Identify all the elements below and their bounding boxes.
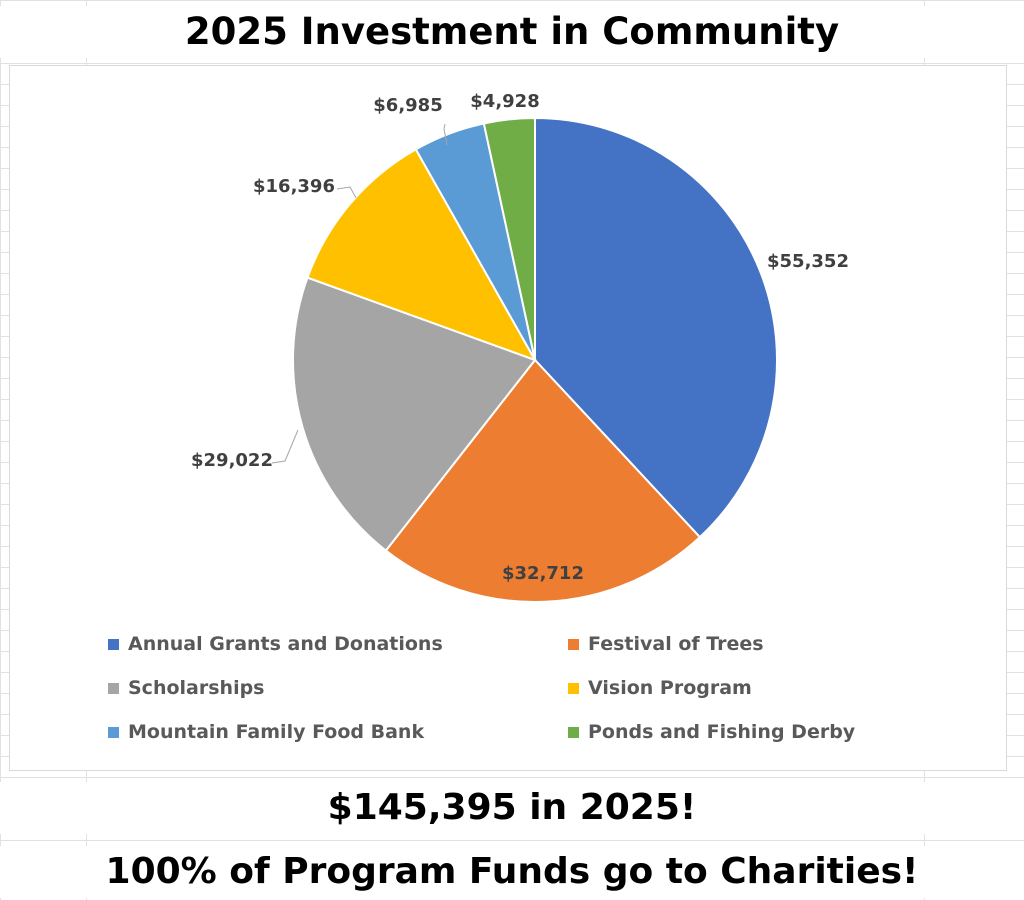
data-label: $29,022 (191, 450, 273, 471)
legend-item-annual-grants: Annual Grants and Donations (108, 633, 568, 655)
pie-slice-2[interactable] (384, 358, 702, 603)
leader-line (336, 186, 357, 199)
legend-swatch (108, 682, 119, 694)
chart-title: 2025 Investment in Community (0, 6, 1024, 58)
legend-label: Scholarships (128, 677, 265, 699)
leader-line (271, 429, 299, 464)
legend-label: Annual Grants and Donations (128, 633, 443, 655)
legend-label: Vision Program (588, 677, 752, 699)
legend-swatch (108, 638, 119, 650)
legend-swatch (568, 726, 579, 738)
legend-item-food-bank: Mountain Family Food Bank (108, 721, 568, 743)
legend-item-fishing-derby: Ponds and Fishing Derby (568, 721, 928, 743)
total-amount-text: $145,395 in 2025! (0, 782, 1024, 834)
data-label: $55,352 (767, 251, 849, 272)
legend-label: Mountain Family Food Bank (128, 721, 425, 743)
legend-swatch (108, 726, 119, 738)
pie-slice-1[interactable] (534, 116, 778, 539)
legend-item-vision-program: Vision Program (568, 677, 928, 699)
legend-swatch (568, 638, 579, 650)
chart-legend: Annual Grants and Donations Festival of … (108, 633, 928, 743)
legend-label: Festival of Trees (588, 633, 764, 655)
legend-swatch (568, 682, 579, 694)
pie-slice-3[interactable] (292, 276, 537, 552)
pie-slice-4[interactable] (306, 148, 538, 362)
data-label: $4,928 (470, 91, 539, 112)
leader-line (443, 123, 448, 146)
charity-note-text: 100% of Program Funds go to Charities! (0, 846, 1024, 898)
data-label: $16,396 (253, 176, 335, 197)
legend-item-festival-of-trees: Festival of Trees (568, 633, 928, 655)
data-label: $6,985 (373, 95, 442, 116)
data-label: $32,712 (502, 563, 584, 584)
pie-slice-6[interactable] (482, 116, 536, 361)
legend-label: Ponds and Fishing Derby (588, 721, 856, 743)
legend-item-scholarships: Scholarships (108, 677, 568, 699)
